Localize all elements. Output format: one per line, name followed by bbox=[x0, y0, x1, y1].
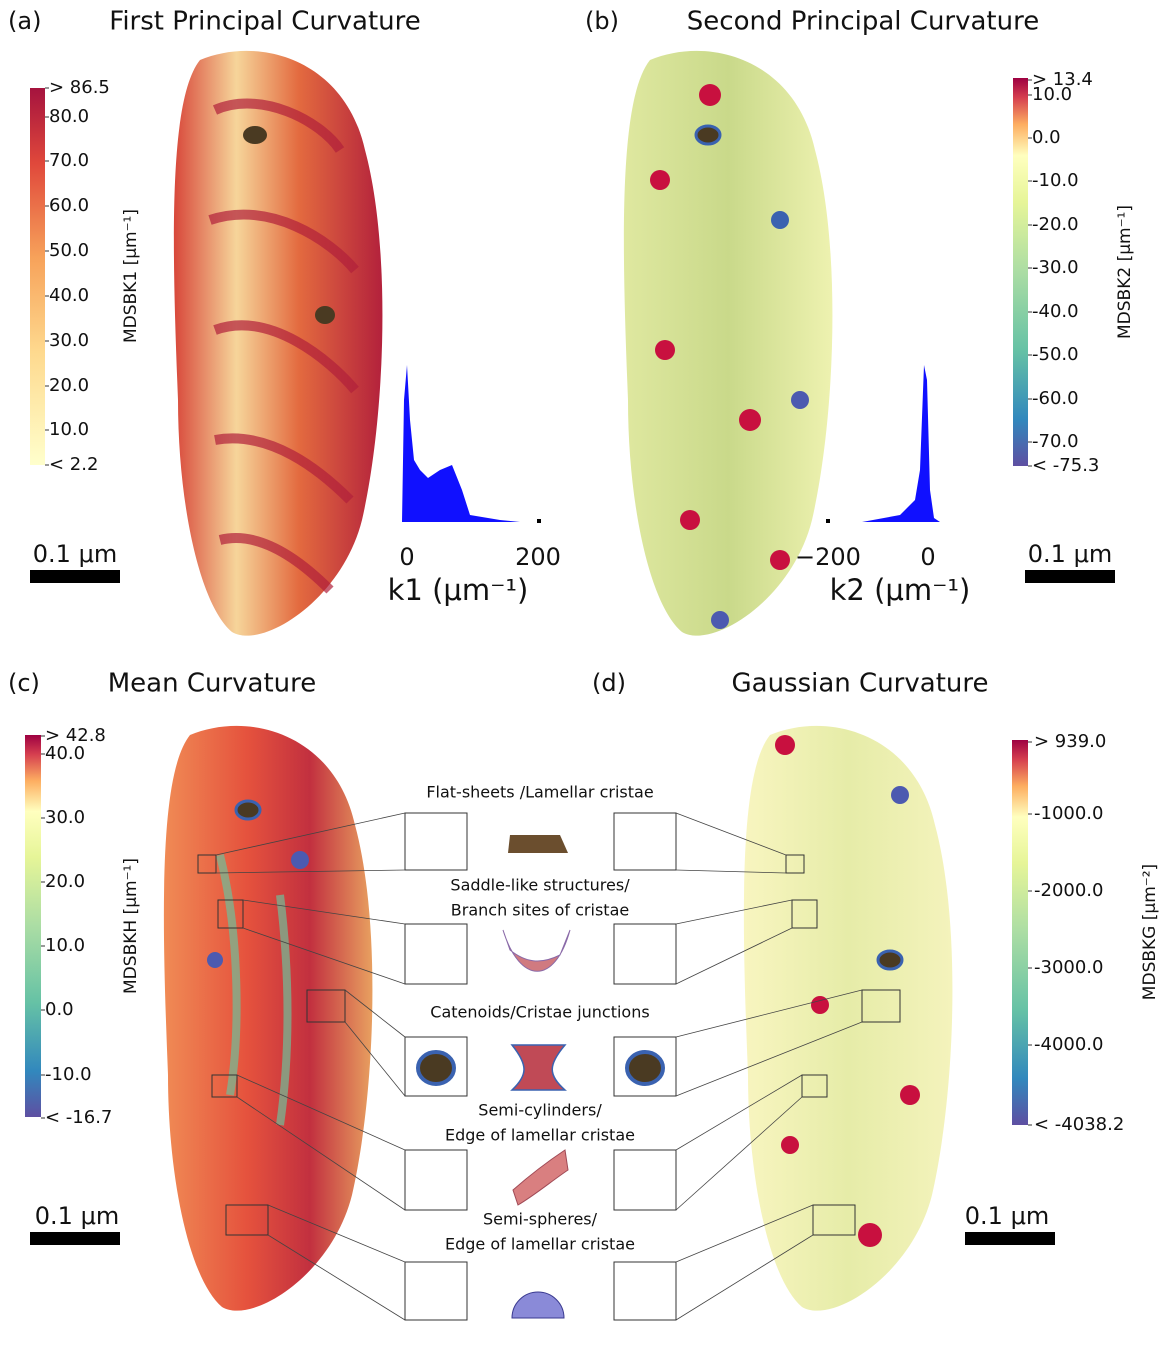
scale-bar bbox=[30, 1232, 120, 1245]
colorbar-tick-label: 40.0 bbox=[49, 285, 89, 306]
inset-label: Flat-sheets /Lamellar cristae bbox=[426, 783, 653, 802]
colorbar-tick-label: -20.0 bbox=[1032, 214, 1079, 235]
panel-label: (b) bbox=[585, 7, 619, 35]
inset-label: Saddle-like structures/ bbox=[450, 876, 630, 895]
colorbar-tick-label: -2000.0 bbox=[1034, 880, 1103, 901]
panel-label: (a) bbox=[8, 7, 41, 35]
histogram-b bbox=[826, 365, 940, 523]
colorbar-tick-label: > 42.8 bbox=[45, 725, 106, 746]
colorbar-tick-label: 0.0 bbox=[1032, 127, 1061, 148]
scale-bar-label: 0.1 μm bbox=[965, 1202, 1049, 1230]
colorbar-tick-label: < -4038.2 bbox=[1034, 1114, 1124, 1135]
colorbar-tick-label: -40.0 bbox=[1032, 301, 1079, 322]
colorbar-tick-label: 40.0 bbox=[45, 743, 85, 764]
colorbar-label: MDSBKG [μm⁻²] bbox=[1140, 864, 1160, 1000]
colorbar-tick-label: 10.0 bbox=[49, 419, 89, 440]
render-b bbox=[623, 50, 833, 636]
colorbar-tick-label: 50.0 bbox=[49, 240, 89, 261]
scale-bar bbox=[965, 1232, 1055, 1245]
colorbar-tick-label: < -16.7 bbox=[45, 1107, 112, 1128]
colorbar-tick-label: -4000.0 bbox=[1034, 1034, 1103, 1055]
colorbar-tick-label: > 13.4 bbox=[1032, 69, 1093, 90]
colorbar-c bbox=[25, 735, 41, 1117]
colorbar-tick-label: -50.0 bbox=[1032, 344, 1079, 365]
inset-label: Catenoids/Cristae junctions bbox=[430, 1003, 649, 1022]
colorbar-tick-label: -3000.0 bbox=[1034, 957, 1103, 978]
colorbar-b bbox=[1013, 78, 1028, 466]
colorbar-tick-label: 20.0 bbox=[45, 871, 85, 892]
colorbar-tick-label: < 2.2 bbox=[49, 454, 98, 475]
histogram-tick: 0 bbox=[399, 543, 414, 571]
colorbar-tick-label: > 939.0 bbox=[1034, 731, 1106, 752]
scale-bar-label: 0.1 μm bbox=[35, 1202, 119, 1230]
colorbar-tick-label: 0.0 bbox=[45, 999, 74, 1020]
histogram-xlabel: k1 (μm⁻¹) bbox=[388, 573, 529, 607]
colorbar-label: MDSBKH [μm⁻¹] bbox=[121, 858, 141, 994]
inset-label: Branch sites of cristae bbox=[451, 901, 629, 920]
histogram-tick: −200 bbox=[795, 543, 861, 571]
colorbar-tick-label: 30.0 bbox=[49, 330, 89, 351]
scale-bar-label: 0.1 μm bbox=[33, 540, 117, 568]
colorbar-tick-label: 70.0 bbox=[49, 150, 89, 171]
colorbar-tick-label: -10.0 bbox=[1032, 170, 1079, 191]
inset-graphics bbox=[197, 812, 901, 1321]
scale-bar-label: 0.1 μm bbox=[1028, 540, 1112, 568]
colorbar-tick-label: 80.0 bbox=[49, 106, 89, 127]
colorbar-tick-label: < -75.3 bbox=[1032, 455, 1099, 476]
histogram-tick: 200 bbox=[515, 543, 561, 571]
colorbar-tick-label: 30.0 bbox=[45, 807, 85, 828]
colorbar-label: MDSBK1 [μm⁻¹] bbox=[121, 209, 141, 343]
panel-title: Mean Curvature bbox=[108, 669, 317, 699]
panel-title: First Principal Curvature bbox=[109, 7, 420, 37]
render-d bbox=[743, 725, 953, 1311]
histogram-xlabel: k2 (μm⁻¹) bbox=[830, 573, 971, 607]
colorbar-tick-label: -60.0 bbox=[1032, 388, 1079, 409]
panel-label: (c) bbox=[8, 669, 40, 697]
colorbar-tick-label: > 86.5 bbox=[49, 77, 110, 98]
colorbar-tick-label: -10.0 bbox=[45, 1064, 92, 1085]
colorbar-tick-label: 10.0 bbox=[45, 935, 85, 956]
colorbar-label: MDSBK2 [μm⁻¹] bbox=[1115, 205, 1135, 339]
render-c bbox=[163, 725, 373, 1311]
colorbar-tick-label: -30.0 bbox=[1032, 257, 1079, 278]
colorbar-d bbox=[1012, 740, 1028, 1125]
colorbar-tick-label: 10.0 bbox=[1032, 84, 1072, 105]
scale-bar bbox=[30, 570, 120, 583]
colorbar-tick-label: -1000.0 bbox=[1034, 803, 1103, 824]
scale-bar bbox=[1025, 570, 1115, 583]
colorbar-a bbox=[30, 88, 45, 465]
histogram-a bbox=[402, 365, 541, 523]
panel-title: Second Principal Curvature bbox=[687, 7, 1039, 37]
inset-label: Semi-spheres/ bbox=[483, 1210, 598, 1229]
inset-label: Edge of lamellar cristae bbox=[445, 1126, 635, 1145]
inset-label: Semi-cylinders/ bbox=[478, 1101, 602, 1120]
colorbar-tick-label: 60.0 bbox=[49, 195, 89, 216]
colorbar-tick-label: 20.0 bbox=[49, 375, 89, 396]
render-a bbox=[173, 50, 383, 636]
histogram-tick: 0 bbox=[920, 543, 935, 571]
panel-label: (d) bbox=[592, 669, 626, 697]
colorbar-tick-label: -70.0 bbox=[1032, 431, 1079, 452]
panel-title: Gaussian Curvature bbox=[732, 669, 989, 699]
inset-label: Edge of lamellar cristae bbox=[445, 1235, 635, 1254]
